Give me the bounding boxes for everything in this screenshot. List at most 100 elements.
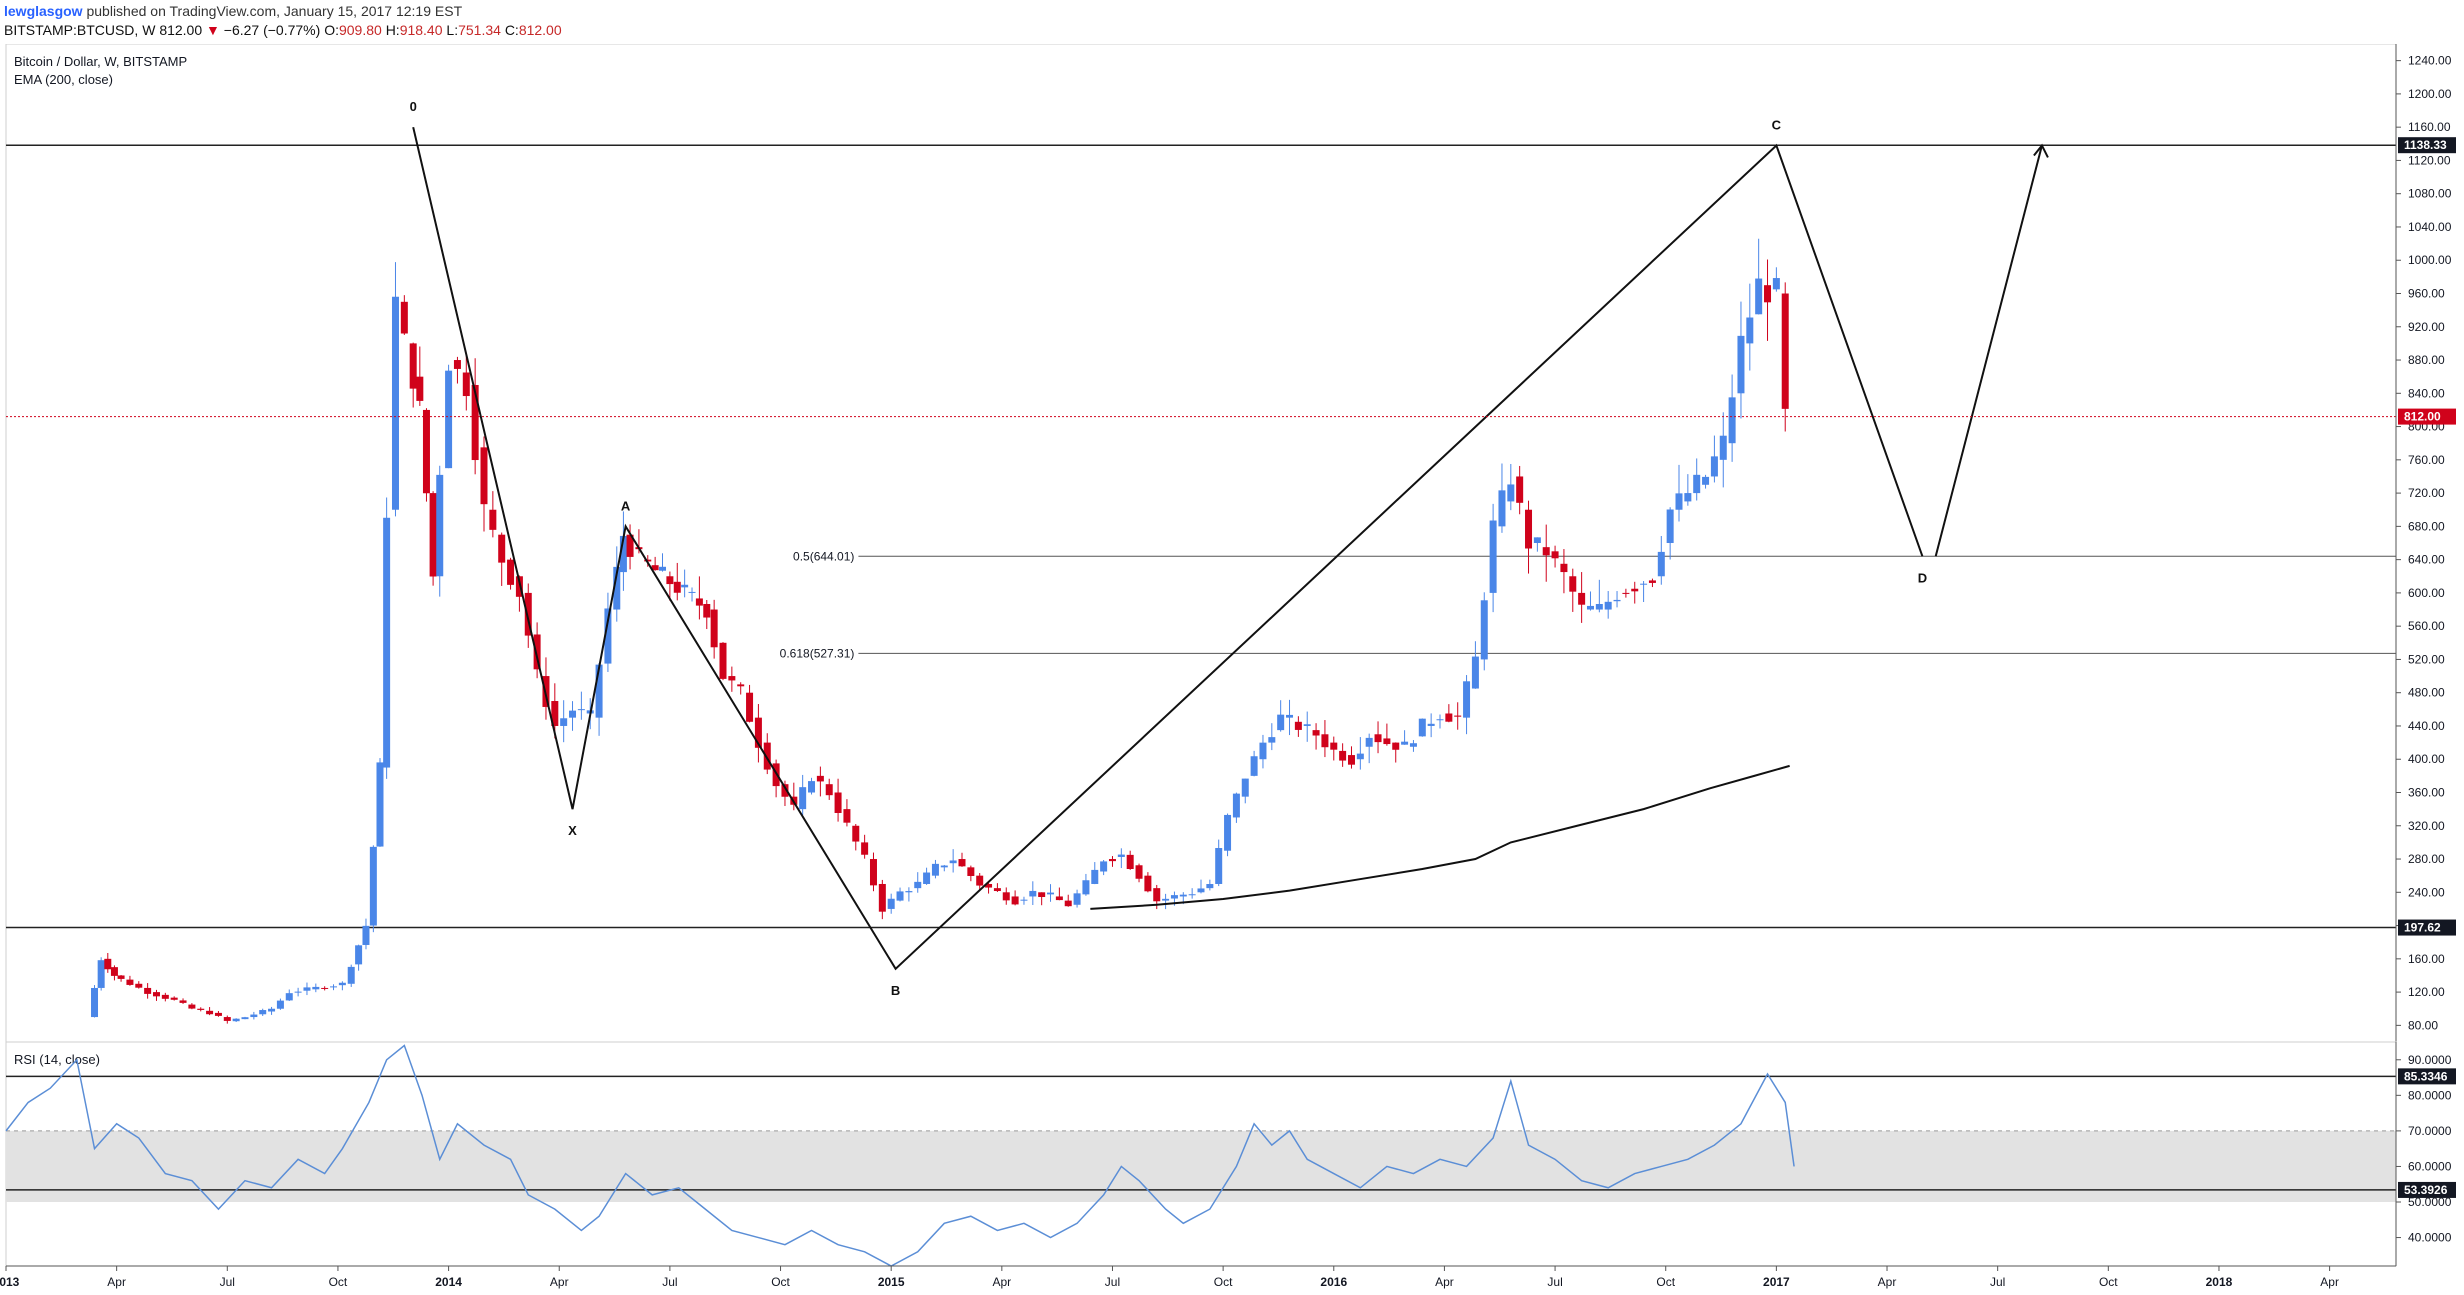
- candle-body: [1710, 456, 1718, 477]
- candle-body: [489, 509, 497, 530]
- price-tick-label: 560.00: [2408, 619, 2445, 633]
- candle-body: [533, 634, 541, 670]
- rsi-pane[interactable]: RSI (14, close): [5, 1041, 2397, 1267]
- candle-body: [1648, 580, 1656, 583]
- rsi-pane-title: RSI (14, close): [14, 1052, 100, 1067]
- rsi-band-fill: [6, 1130, 2396, 1202]
- price-tick-label: 360.00: [2408, 786, 2445, 800]
- candle-body: [869, 859, 877, 886]
- candle-body: [1365, 737, 1373, 747]
- close-label: C:: [504, 22, 519, 38]
- chart-canvas[interactable]: Bitcoin / Dollar, W, BITSTAMP EMA (200, …: [0, 44, 2464, 1295]
- candle-body: [1631, 588, 1639, 592]
- candle-body: [188, 1004, 196, 1009]
- candle-body: [967, 867, 975, 876]
- candle-body: [1525, 509, 1533, 549]
- candle-body: [232, 1018, 240, 1022]
- candle-body: [462, 372, 470, 397]
- publish-line: lewglasgow published on TradingView.com,…: [4, 3, 462, 19]
- candle-body: [1392, 742, 1400, 750]
- main-pane-title: Bitcoin / Dollar, W, BITSTAMP: [14, 54, 187, 69]
- candle-body: [126, 979, 134, 985]
- candle-body: [746, 692, 754, 722]
- projection-arrowhead-icon: [2033, 143, 2049, 158]
- pattern-point-label: A: [621, 498, 631, 513]
- candle-body: [1277, 714, 1285, 731]
- candle-body: [338, 982, 346, 986]
- candle-body: [135, 983, 143, 988]
- candle-body: [710, 609, 718, 648]
- candle-body: [241, 1017, 249, 1020]
- candle-body: [409, 343, 417, 389]
- price-badge-label: 1138.33: [2404, 138, 2447, 152]
- pattern-point-label: D: [1918, 570, 1927, 585]
- price-tick-label: 920.00: [2408, 320, 2445, 334]
- candle-body: [1286, 714, 1294, 718]
- candle-body: [1126, 854, 1134, 869]
- candle-body: [1250, 756, 1258, 776]
- price-tick-label: 120.00: [2408, 985, 2445, 999]
- price-pane[interactable]: Bitcoin / Dollar, W, BITSTAMP EMA (200, …: [5, 44, 2397, 1043]
- candle-body: [1144, 875, 1152, 892]
- candle-body: [1498, 490, 1506, 527]
- candle-body: [1604, 601, 1612, 610]
- candle-body: [1569, 576, 1577, 592]
- candle-body: [1551, 551, 1559, 559]
- candle-body: [179, 1000, 187, 1003]
- price-tick-label: 1040.00: [2408, 220, 2452, 234]
- candle-body: [681, 584, 689, 588]
- candle-body: [91, 987, 99, 1018]
- time-axis[interactable]: 2013 Apr Jul Oct 2014 Apr Jul Oct 2015 Apr Jul Oct 2…: [0, 1265, 2396, 1289]
- candle-body: [1719, 435, 1727, 460]
- rsi-badge-label: 53.3926: [2404, 1183, 2448, 1197]
- candle-body: [887, 898, 895, 909]
- price-tick-label: 1120.00: [2408, 153, 2451, 167]
- candle-body: [1241, 778, 1249, 797]
- candle-body: [577, 709, 585, 711]
- candle-body: [471, 384, 479, 461]
- candle-body: [1781, 293, 1789, 409]
- price-tick-label: 240.00: [2408, 885, 2445, 899]
- candle-body: [429, 493, 437, 577]
- candle-body: [110, 967, 118, 976]
- candle-body: [1418, 718, 1426, 737]
- price-badge: [2398, 137, 2456, 154]
- price-tick-label: 400.00: [2408, 752, 2445, 766]
- candle-body: [347, 966, 355, 984]
- candle-body: [1232, 793, 1240, 818]
- candle-body: [569, 710, 577, 718]
- candle-body: [436, 474, 444, 577]
- candle-body: [604, 608, 612, 664]
- candle-body: [1383, 738, 1391, 745]
- candle-body: [416, 376, 424, 401]
- candle-body: [1427, 723, 1435, 726]
- candle-body: [498, 534, 506, 563]
- candle-body: [843, 809, 851, 823]
- candle-body: [1542, 547, 1550, 556]
- candle-body: [144, 987, 152, 994]
- time-tick-label: Jul: [1105, 1275, 1120, 1289]
- rsi-axis[interactable]: 40.0000 50.0000 60.0000 70.0000 80.0000 90.00…: [2395, 1042, 2456, 1266]
- candle-body: [1002, 892, 1010, 901]
- candle-body: [737, 684, 745, 687]
- chart-header: lewglasgow published on TradingView.com,…: [0, 0, 2464, 44]
- candle-body: [1091, 869, 1099, 884]
- candle-body: [914, 881, 922, 889]
- candle-body: [259, 1010, 267, 1015]
- pattern-point-label: C: [1772, 117, 1782, 132]
- candle-body: [1516, 476, 1524, 503]
- time-tick-label: Apr: [550, 1275, 569, 1289]
- candle-body: [161, 994, 169, 999]
- price-axis[interactable]: 80.00120.00160.00200.00240.00280.00320.0…: [2395, 44, 2456, 1042]
- candle-body: [1321, 734, 1329, 748]
- time-tick-label: Apr: [1878, 1275, 1897, 1289]
- time-tick-label: 2014: [435, 1275, 462, 1289]
- candle-body: [250, 1014, 258, 1018]
- time-tick-label: Oct: [329, 1275, 348, 1289]
- candle-body: [1347, 755, 1355, 765]
- candle-body: [651, 565, 659, 571]
- author-link[interactable]: lewglasgow: [4, 3, 83, 19]
- candle-body: [1463, 681, 1471, 718]
- candle-body: [976, 875, 984, 886]
- horizontal-lines: [6, 144, 2396, 929]
